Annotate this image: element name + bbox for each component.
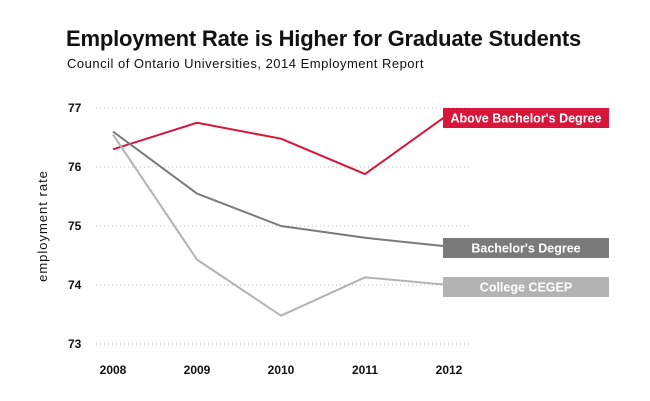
x-tick-label-2009: 2009 <box>184 363 211 377</box>
y-tick-label-73: 73 <box>68 337 82 351</box>
x-tick-label-2010: 2010 <box>268 363 295 377</box>
legend-label-bachelor-s-degree: Bachelor's Degree <box>471 242 580 256</box>
y-tick-label-77: 77 <box>68 101 82 115</box>
legend-box-above-bachelor-s-degree <box>443 108 609 128</box>
legend-box-college-cegep <box>443 277 609 297</box>
x-tick-label-2008: 2008 <box>100 363 127 377</box>
series-line-college-cegep <box>112 133 450 317</box>
y-tick-label-74: 74 <box>68 278 82 292</box>
y-tick-label-75: 75 <box>68 219 82 233</box>
x-tick-label-2012: 2012 <box>436 363 463 377</box>
x-tick-label-2011: 2011 <box>352 363 378 377</box>
legend-box-bachelor-s-degree <box>443 238 609 258</box>
chart-subtitle: Council of Ontario Universities, 2014 Em… <box>67 56 424 71</box>
y-axis-label: employment rate <box>35 170 50 282</box>
legend-label-above-bachelor-s-degree: Above Bachelor's Degree <box>451 112 602 126</box>
series-line-above-bachelor-s-degree <box>112 113 450 176</box>
series-line-bachelor-s-degree <box>112 130 450 248</box>
y-tick-label-76: 76 <box>68 160 82 174</box>
legend-label-college-cegep: College CEGEP <box>480 281 572 295</box>
chart-title: Employment Rate is Higher for Graduate S… <box>66 26 582 51</box>
